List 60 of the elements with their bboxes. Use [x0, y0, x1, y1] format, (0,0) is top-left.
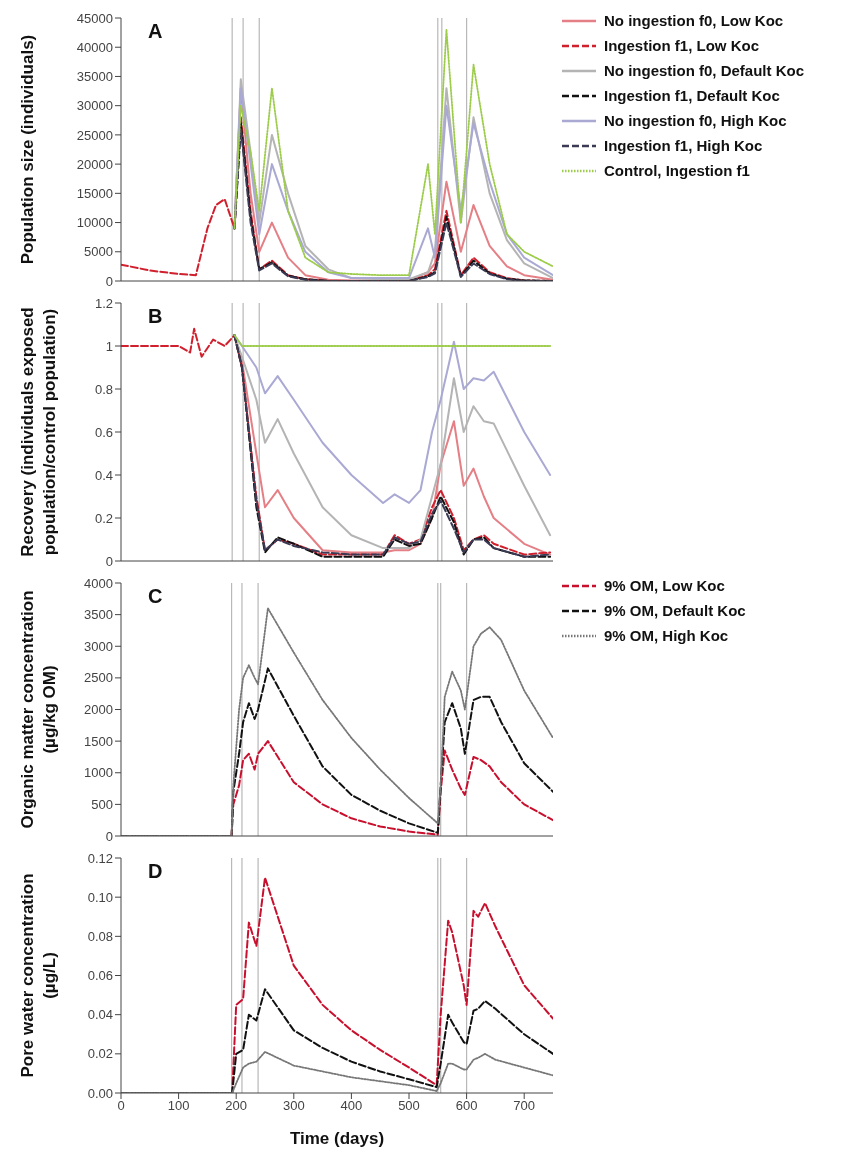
y-tick-label: 0 — [105, 553, 113, 569]
y-tick-label: 1500 — [84, 733, 113, 749]
y-tick-label: 0.8 — [94, 381, 113, 397]
legend-label: 9% OM, Low Koc — [604, 577, 725, 594]
y-tick-label: 0 — [105, 273, 113, 289]
y-tick-label: 20000 — [76, 156, 113, 172]
y-tick-label: 1.2 — [94, 295, 113, 311]
y-tick-label: 4000 — [84, 575, 113, 591]
y-tick-label: 0.12 — [87, 850, 113, 866]
y-tick-label: 40000 — [76, 39, 113, 55]
legend-label: No ingestion f0, High Koc — [604, 112, 787, 129]
y-tick-label: 0 — [105, 828, 113, 844]
y-tick-label: 0.06 — [87, 968, 113, 984]
x-tick-label: 100 — [167, 1098, 190, 1114]
y-tick-label: 0.04 — [87, 1007, 113, 1023]
chart-title: B — [148, 305, 163, 328]
legend-label: Ingestion f1, Low Koc — [604, 37, 760, 54]
y-tick-label: 5000 — [84, 244, 113, 260]
y-tick-label: 0.00 — [87, 1085, 113, 1101]
legend-label: No ingestion f0, Low Koc — [604, 12, 784, 29]
y-axis-title: Population size (individuals) — [18, 34, 37, 265]
y-tick-label: 2500 — [84, 670, 113, 686]
y-axis-title: Organic matter concentration (µg/kg OM) — [18, 590, 59, 829]
y-tick-label: 0.4 — [94, 467, 113, 483]
y-tick-label: 3500 — [84, 607, 113, 623]
y-tick-label: 0.10 — [87, 889, 113, 905]
y-tick-label: 45000 — [76, 10, 113, 26]
y-tick-label: 2000 — [84, 702, 113, 718]
x-tick-label: 600 — [455, 1098, 478, 1114]
y-axis-title: Recovery (individuals exposed population/control population) — [18, 307, 59, 557]
y-tick-label: 30000 — [76, 98, 113, 114]
x-tick-label: 700 — [513, 1098, 536, 1114]
x-tick-label: 300 — [282, 1098, 305, 1114]
y-tick-label: 25000 — [76, 127, 113, 143]
y-tick-label: 0.08 — [87, 928, 113, 944]
y-axis-title: Pore water concentration (µg/L) — [18, 873, 59, 1078]
y-tick-label: 10000 — [76, 215, 113, 231]
y-tick-label: 3000 — [84, 638, 113, 654]
legend-label: Ingestion f1, Default Koc — [604, 87, 780, 104]
legend-label: 9% OM, Default Koc — [604, 602, 746, 619]
chart-title: C — [148, 585, 163, 608]
legend-label: No ingestion f0, Default Koc — [604, 62, 805, 79]
x-tick-label: 500 — [398, 1098, 420, 1114]
x-axis-title: Time (days) — [289, 1129, 385, 1148]
legend-label: 9% OM, High Koc — [604, 627, 729, 644]
x-tick-label: 400 — [340, 1098, 363, 1114]
y-tick-label: 0.2 — [94, 510, 113, 526]
x-tick-label: 200 — [225, 1098, 248, 1114]
y-tick-label: 35000 — [76, 69, 113, 85]
y-tick-label: 0.6 — [94, 424, 113, 440]
chart-title: D — [148, 860, 163, 883]
legend-label: Control, Ingestion f1 — [604, 162, 750, 179]
y-tick-label: 0.02 — [87, 1046, 113, 1062]
y-tick-label: 500 — [91, 796, 113, 812]
x-tick-label: 0 — [117, 1098, 125, 1114]
chart-title: A — [148, 20, 163, 43]
y-tick-label: 1 — [105, 338, 113, 354]
legend-label: Ingestion f1, High Koc — [604, 137, 763, 154]
y-tick-label: 15000 — [76, 185, 113, 201]
y-tick-label: 1000 — [84, 765, 113, 781]
